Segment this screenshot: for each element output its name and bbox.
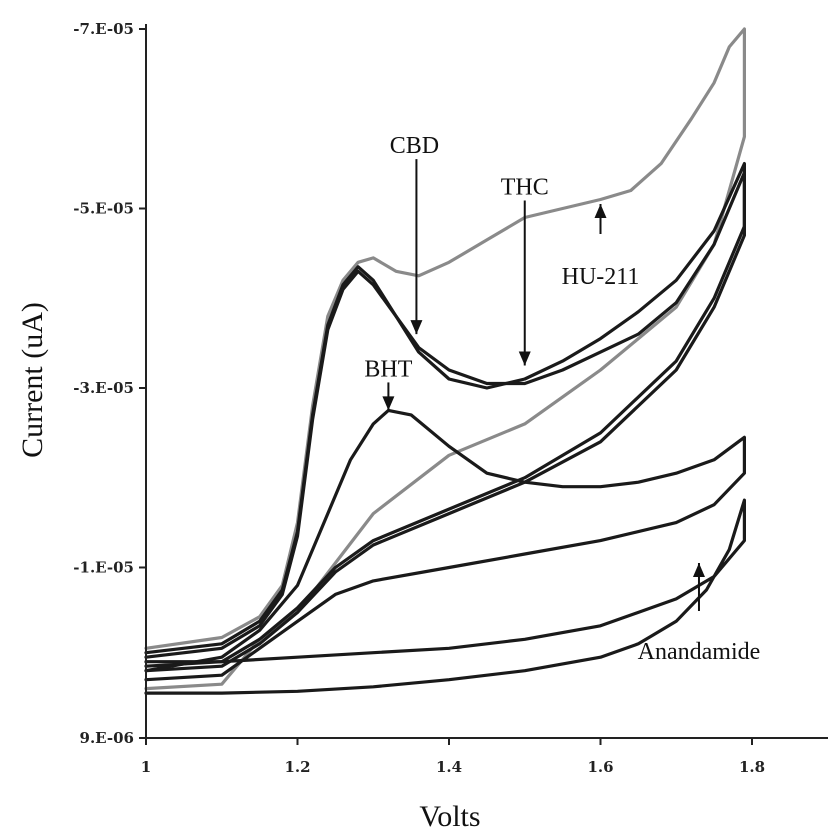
ticks-layer: -7.E-05 -5.E-05 -3.E-05 -1.E-05 9.E-06 1 1.2 1.… (73, 20, 765, 776)
series-line-bht (144, 408, 747, 682)
axes-layer (145, 24, 828, 739)
x-axis-title: Volts (419, 800, 480, 833)
annotation-arrowhead (382, 396, 395, 411)
y-tick-label: 9.E-06 (80, 729, 134, 747)
y-tick-label: -3.E-05 (73, 379, 134, 397)
x-tick-label: 1.6 (587, 758, 613, 776)
annotation-arrowhead (518, 351, 531, 366)
y-tick-label: -1.E-05 (73, 558, 134, 576)
annotation-layer: CBD THC HU-211 BHT Anandamide (364, 133, 760, 665)
annotation-label-cbd: CBD (390, 133, 439, 159)
x-tick-label: 1.2 (284, 758, 310, 776)
series-line-cbd (144, 171, 747, 673)
series-line-hu-211 (144, 27, 747, 691)
y-axis-title: Current (uA) (16, 302, 49, 458)
x-tick-label: 1.4 (436, 758, 462, 776)
y-tick-label: -7.E-05 (73, 20, 134, 38)
x-tick-label: 1.8 (739, 758, 765, 776)
x-tick-label: 1 (141, 758, 151, 776)
annotation-label-bht: BHT (364, 356, 412, 382)
annotation-label-thc: THC (501, 175, 549, 201)
annotation-arrowhead (692, 562, 705, 577)
y-tick-label: -5.E-05 (73, 199, 134, 217)
annotation-label-hu-211: HU-211 (562, 264, 640, 290)
annotation-arrowhead (410, 320, 423, 335)
annotation-arrowhead (594, 204, 607, 219)
series-layer (144, 27, 747, 695)
series-line-thc (144, 162, 747, 668)
annotation-label-anandamide: Anandamide (638, 639, 761, 665)
series-line-anandamide (144, 498, 747, 695)
